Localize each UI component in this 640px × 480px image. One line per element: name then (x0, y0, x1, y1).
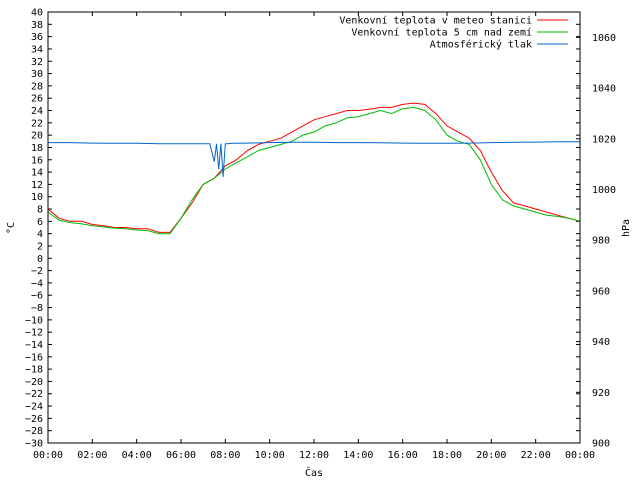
y-right-tick-label: 980 (592, 236, 610, 247)
x-tick-label: 08:00 (210, 450, 240, 461)
y-left-tick-label: −12 (25, 328, 43, 339)
y-left-tick-label: 24 (31, 106, 43, 117)
legend-label: Venkovní teplota 5 cm nad zemí (351, 27, 532, 39)
x-tick-label: 04:00 (122, 450, 152, 461)
y-right-tick-label: 920 (592, 388, 610, 399)
y-left-tick-label: 18 (31, 143, 43, 154)
y-right-tick-label: 1000 (592, 185, 616, 196)
y-left-tick-label: 16 (31, 155, 43, 166)
x-tick-label: 12:00 (299, 450, 329, 461)
y-left-tick-label: −4 (31, 278, 43, 289)
y-left-tick-label: −26 (25, 414, 43, 425)
y-left-tick-label: −18 (25, 365, 43, 376)
x-tick-label: 00:00 (565, 450, 595, 461)
y-left-tick-label: 40 (31, 8, 43, 19)
x-tick-label: 18:00 (432, 450, 462, 461)
y-left-tick-label: 8 (37, 205, 43, 216)
series-layer (47, 102, 581, 235)
y-right-tick-label: 940 (592, 337, 610, 348)
x-tick-label: 14:00 (343, 450, 373, 461)
y-axis-left-title: °C (6, 222, 17, 234)
x-tick-label: 16:00 (388, 450, 418, 461)
y-axis-right-title: hPa (621, 219, 632, 237)
y-left-tick-label: −16 (25, 352, 43, 363)
y-left-tick-label: −30 (25, 439, 43, 450)
series-line-2 (47, 106, 581, 235)
y-left-tick-label: −28 (25, 426, 43, 437)
x-tick-label: 06:00 (166, 450, 196, 461)
y-left-tick-label: 22 (31, 118, 43, 129)
y-left-tick-label: 4 (37, 229, 43, 240)
legend-label: Atmosférický tlak (430, 39, 532, 51)
y-left-tick-label: −24 (25, 402, 43, 413)
axis-ticks: 4038363432302826242220181614121086420−2−… (25, 8, 616, 462)
y-left-tick-label: −20 (25, 377, 43, 388)
y-left-tick-label: 30 (31, 69, 43, 80)
y-right-tick-label: 1040 (592, 84, 616, 95)
y-left-tick-label: 38 (31, 20, 43, 31)
y-right-tick-label: 1020 (592, 134, 616, 145)
y-left-tick-label: 6 (37, 217, 43, 228)
x-tick-label: 10:00 (255, 450, 285, 461)
y-left-tick-label: 0 (37, 254, 43, 265)
y-left-tick-label: 28 (31, 81, 43, 92)
y-left-tick-label: −6 (31, 291, 43, 302)
series-line-3 (48, 141, 580, 177)
y-left-tick-label: 10 (31, 192, 43, 203)
x-tick-label: 22:00 (521, 450, 551, 461)
x-tick-label: 02:00 (77, 450, 107, 461)
legend-label: Venkovní teplota v meteo stanici (339, 15, 532, 27)
y-right-tick-label: 960 (592, 286, 610, 297)
x-tick-label: 20:00 (476, 450, 506, 461)
y-left-tick-label: 26 (31, 94, 43, 105)
y-left-tick-label: −10 (25, 315, 43, 326)
y-left-tick-label: 2 (37, 241, 43, 252)
y-left-tick-label: 12 (31, 180, 43, 191)
y-left-tick-label: 14 (31, 168, 43, 179)
legend: Venkovní teplota v meteo staniciVenkovní… (339, 15, 568, 51)
y-left-tick-label: 32 (31, 57, 43, 68)
y-left-tick-label: −8 (31, 303, 43, 314)
y-left-tick-label: 20 (31, 131, 43, 142)
y-left-tick-label: 36 (31, 32, 43, 43)
plot-frame (47, 11, 581, 444)
y-left-tick-label: 34 (31, 44, 43, 55)
x-axis-title: Čas (305, 466, 323, 479)
x-tick-label: 00:00 (33, 450, 63, 461)
y-right-tick-label: 900 (592, 439, 610, 450)
series-line-1 (47, 102, 581, 233)
y-right-tick-label: 1060 (592, 33, 616, 44)
y-left-tick-label: −14 (25, 340, 43, 351)
y-left-tick-label: −2 (31, 266, 43, 277)
y-left-tick-label: −22 (25, 389, 43, 400)
